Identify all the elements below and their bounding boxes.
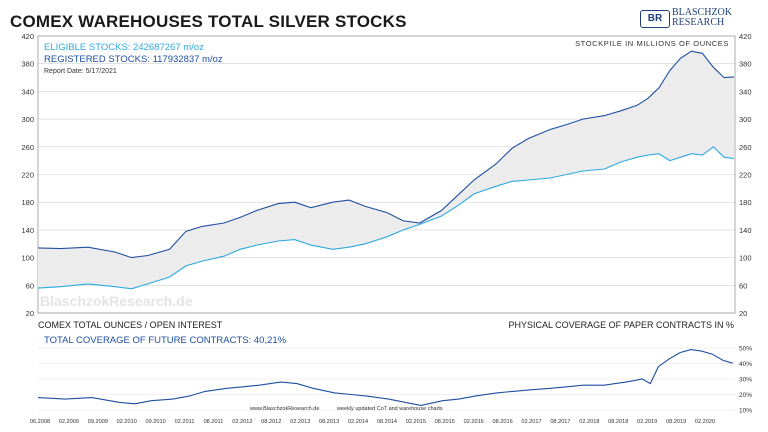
top-unit-annotation: STOCKPILE IN MILLIONS OF OUNCES bbox=[575, 39, 729, 48]
bottom-unit-annotation: PHYSICAL COVERAGE OF PAPER CONTRACTS IN … bbox=[508, 320, 734, 330]
footer-note: weekly updated CoT and warehouse charts bbox=[336, 406, 443, 412]
top-plot-frame bbox=[37, 35, 736, 314]
x-tick-label: 08.2014 bbox=[377, 419, 397, 425]
x-tick-label: 02.2018 bbox=[579, 419, 599, 425]
x-tick-label: 09.2009 bbox=[88, 419, 108, 425]
x-tick-label: 02.2019 bbox=[637, 419, 657, 425]
x-tick-label: 08.2013 bbox=[319, 419, 339, 425]
top-y-tick-left: 300 bbox=[21, 115, 34, 124]
x-tick-label: 02.2013 bbox=[290, 419, 310, 425]
top-y-tick-left: 340 bbox=[21, 87, 34, 96]
top-y-tick-right: 380 bbox=[739, 60, 752, 69]
top-y-tick-right: 300 bbox=[739, 115, 752, 124]
x-tick-label: 08.2019 bbox=[666, 419, 686, 425]
x-tick-label: 02.2014 bbox=[348, 419, 368, 425]
bottom-y-tick: 20% bbox=[739, 392, 752, 399]
top-y-tick-left: 220 bbox=[21, 171, 34, 180]
logo-line-1: BLASCHZOK bbox=[672, 7, 733, 18]
legend-coverage: TOTAL COVERAGE OF FUTURE CONTRACTS: 40,2… bbox=[44, 335, 287, 346]
report-date: Report Date: 5/17/2021 bbox=[44, 68, 117, 75]
top-y-tick-left: 180 bbox=[21, 198, 34, 207]
x-tick-label: 08.2015 bbox=[435, 419, 455, 425]
x-tick-label: 02.2017 bbox=[521, 419, 541, 425]
top-y-tick-left: 420 bbox=[21, 32, 34, 41]
footer-website: www.BlaschzokResearch.de bbox=[249, 406, 319, 412]
top-y-tick-left: 20 bbox=[26, 309, 34, 318]
legend-registered: REGISTERED STOCKS: 117932837 m/oz bbox=[44, 54, 223, 65]
x-tick-label: 08.2011 bbox=[204, 419, 224, 425]
logo-text: BLASCHZOK RESEARCH bbox=[672, 8, 732, 28]
x-tick-label: 09.2010 bbox=[146, 419, 166, 425]
bottom-panel-title: COMEX TOTAL OUNCES / OPEN INTEREST bbox=[38, 320, 223, 330]
top-y-tick-left: 380 bbox=[21, 60, 34, 69]
x-tick-label: 02.2011 bbox=[175, 419, 195, 425]
logo-mark-icon: BR bbox=[640, 10, 670, 28]
legend-eligible: ELIGIBLE STOCKS: 242687267 m/oz bbox=[44, 42, 204, 53]
chart-title: COMEX WAREHOUSES TOTAL SILVER STOCKS bbox=[10, 12, 407, 31]
bottom-y-tick: 50% bbox=[739, 346, 752, 353]
x-tick-label: 06.2008 bbox=[30, 419, 50, 425]
series-line-coverage bbox=[37, 349, 733, 406]
top-y-tick-right: 420 bbox=[739, 32, 752, 41]
x-tick-label: 02.2015 bbox=[406, 419, 426, 425]
logo-line-2: RESEARCH bbox=[672, 17, 725, 28]
x-tick-label: 02.2020 bbox=[695, 419, 715, 425]
top-y-tick-right: 340 bbox=[739, 87, 752, 96]
top-y-tick-right: 220 bbox=[739, 171, 752, 180]
top-y-tick-right: 60 bbox=[739, 281, 747, 290]
bottom-y-tick: 10% bbox=[739, 408, 752, 415]
x-tick-label: 02.2009 bbox=[59, 419, 79, 425]
series-line-registered bbox=[37, 146, 734, 290]
x-tick-label: 08.2017 bbox=[550, 419, 570, 425]
top-y-tick-right: 140 bbox=[739, 226, 752, 235]
top-y-tick-right: 260 bbox=[739, 143, 752, 152]
top-y-tick-right: 20 bbox=[739, 309, 747, 318]
x-tick-label: 02.2010 bbox=[117, 419, 137, 425]
x-tick-label: 02.2012 bbox=[232, 419, 252, 425]
stock-band-area bbox=[38, 51, 734, 289]
top-y-tick-left: 60 bbox=[26, 281, 34, 290]
top-y-tick-right: 180 bbox=[739, 198, 752, 207]
brand-logo: BR BLASCHZOK RESEARCH bbox=[640, 8, 760, 30]
watermark: BlaschzokResearch.de bbox=[40, 293, 193, 309]
x-tick-label: 02.2016 bbox=[464, 419, 484, 425]
top-y-tick-left: 140 bbox=[21, 226, 34, 235]
top-y-tick-left: 260 bbox=[21, 143, 34, 152]
bottom-y-tick: 40% bbox=[739, 361, 752, 368]
x-tick-label: 08.2018 bbox=[608, 419, 628, 425]
x-tick-label: 08.2012 bbox=[261, 419, 281, 425]
series-line-eligible bbox=[37, 50, 734, 259]
x-tick-label: 08.2016 bbox=[492, 419, 512, 425]
top-y-tick-right: 100 bbox=[739, 254, 752, 263]
bottom-y-tick: 30% bbox=[739, 377, 752, 384]
top-y-tick-left: 100 bbox=[21, 254, 34, 263]
